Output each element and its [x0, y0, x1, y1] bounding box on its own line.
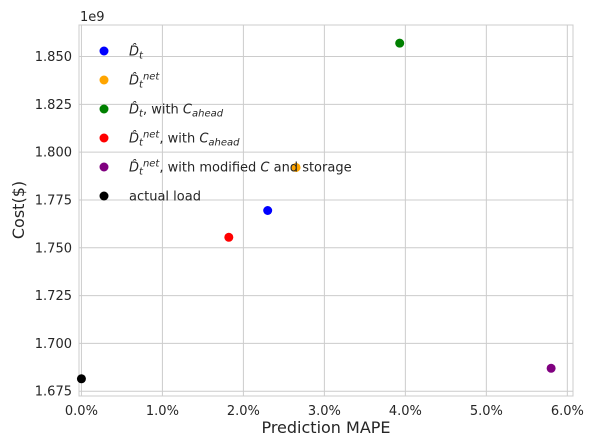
legend-marker — [99, 191, 109, 201]
plot-area — [78, 24, 574, 397]
x-tick-label: 1.0% — [146, 404, 179, 419]
data-point — [546, 363, 556, 373]
data-point — [224, 232, 234, 242]
data-point — [263, 206, 273, 215]
data-points — [76, 38, 556, 384]
legend-marker — [99, 162, 109, 172]
x-tick-label: 2.0% — [227, 404, 260, 419]
legend-item: D̂tnet, with Cahead — [99, 129, 240, 149]
x-tick-label: 3.0% — [308, 404, 341, 419]
y-tick-label: 1.850 — [35, 50, 72, 65]
y-tick-label: 1.675 — [35, 385, 72, 400]
legend-item: D̂tnet, with modified C and storage — [99, 158, 352, 178]
legend-label: D̂tnet, with Cahead — [129, 129, 240, 149]
y-tick-label: 1.750 — [35, 241, 72, 256]
legend-label: D̂tnet — [129, 71, 160, 91]
y-tick-label: 1.800 — [35, 146, 72, 161]
legend-label: actual load — [129, 190, 201, 205]
y-axis-label: Cost($) — [9, 181, 28, 239]
y-tick-label: 1.775 — [35, 193, 72, 208]
legend-item: D̂t, with Cahead — [99, 102, 224, 120]
legend-marker — [99, 104, 109, 114]
legend-marker — [99, 75, 109, 85]
legend-marker — [99, 46, 109, 56]
data-point — [76, 374, 86, 384]
legend-item: actual load — [99, 190, 201, 205]
y-tick-label: 1.825 — [35, 98, 72, 113]
legend-item: D̂t — [99, 44, 144, 62]
y-tick-label: 1.725 — [35, 289, 72, 304]
x-tick-label: 4.0% — [389, 404, 422, 419]
grid-lines — [79, 25, 573, 396]
y-tick-labels: 1.675 1.700 1.725 1.750 1.775 1.800 1.825 1.850 — [35, 50, 72, 400]
x-tick-label: 0.0% — [65, 404, 98, 419]
legend-label: D̂tnet, with modified C and storage — [129, 158, 352, 178]
legend-label: D̂t — [129, 44, 144, 61]
data-point — [395, 38, 405, 48]
legend: D̂t D̂tnet D̂t, with Cahead D̂tnet, with Ca… — [99, 44, 352, 205]
legend-label: D̂t, with Cahead — [129, 102, 224, 119]
y-offset-label: 1e9 — [80, 10, 105, 25]
x-tick-label: 6.0% — [551, 404, 584, 419]
x-tick-labels: 0.0% 1.0% 2.0% 3.0% 4.0% 5.0% 6.0% — [65, 404, 584, 419]
data-point — [291, 162, 301, 172]
legend-item: D̂tnet — [99, 71, 160, 91]
legend-marker — [99, 133, 109, 143]
x-axis-label: Prediction MAPE — [261, 418, 390, 437]
y-tick-label: 1.700 — [35, 337, 72, 352]
x-tick-label: 5.0% — [470, 404, 503, 419]
